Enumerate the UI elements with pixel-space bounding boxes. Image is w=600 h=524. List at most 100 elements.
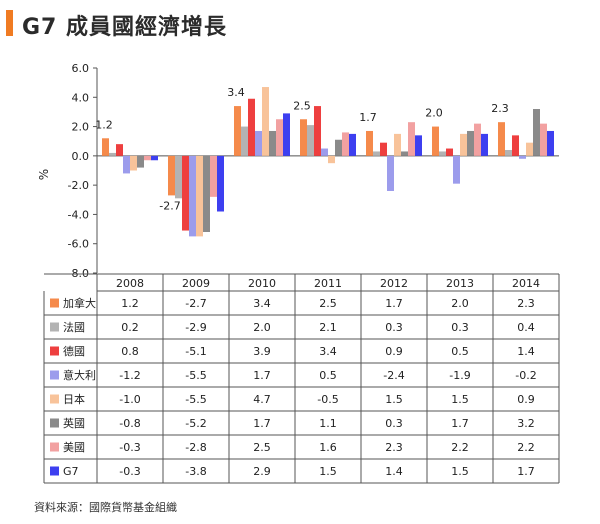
- table-cell: 1.5: [451, 465, 469, 478]
- bar-日本-2010: [262, 87, 269, 156]
- legend-swatch-意大利: [50, 370, 59, 380]
- y-axis-label: %: [37, 169, 51, 180]
- bar-法國-2009: [175, 155, 182, 199]
- bar-美國-2008: [144, 155, 151, 161]
- table-cell: 2.3: [385, 441, 403, 454]
- source-note: 資料來源：國際貨幣基金組織: [34, 501, 177, 514]
- bar-法國-2014: [505, 150, 512, 156]
- bar-annotation: 1.7: [359, 111, 377, 124]
- bar-意大利-2008: [123, 155, 130, 174]
- bar-日本-2008: [130, 155, 137, 171]
- table-cell: 1.2: [121, 297, 139, 310]
- table-cell: 2.5: [253, 441, 271, 454]
- bar-加拿大-2008: [102, 138, 109, 156]
- bar-英國-2012: [401, 151, 408, 156]
- bar-法國-2010: [241, 126, 248, 156]
- table-cell: -5.5: [185, 393, 206, 406]
- bar-加拿大-2014: [498, 122, 505, 156]
- table-cell: 0.5: [451, 345, 469, 358]
- table-cell: -1.0: [119, 393, 140, 406]
- bar-G7-2012: [415, 135, 422, 156]
- bar-意大利-2009: [189, 155, 196, 237]
- legend-label: 日本: [63, 392, 85, 406]
- bar-美國-2013: [474, 123, 481, 156]
- bar-annotation: 2.3: [491, 102, 509, 115]
- legend-label: 意大利: [63, 368, 96, 382]
- bar-annotation: 2.5: [293, 99, 311, 112]
- bar-英國-2011: [335, 139, 342, 156]
- table-cell: 1.4: [517, 345, 535, 358]
- table-cell: 2.5: [319, 297, 337, 310]
- bar-annotation: 3.4: [227, 86, 245, 99]
- table-cell: 1.6: [319, 441, 337, 454]
- bar-意大利-2010: [255, 130, 262, 156]
- table-cell: 2.0: [451, 297, 469, 310]
- bar-美國-2009: [210, 155, 217, 197]
- bar-美國-2011: [342, 132, 349, 156]
- bar-法國-2011: [307, 125, 314, 156]
- table-cell: 3.4: [253, 297, 271, 310]
- category-label: 2009: [182, 277, 210, 290]
- bar-英國-2010: [269, 130, 276, 156]
- bar-加拿大-2013: [432, 126, 439, 156]
- bar-日本-2013: [460, 133, 467, 156]
- table-cell: 1.7: [253, 417, 271, 430]
- table-cell: 2.0: [253, 321, 271, 334]
- bar-加拿大-2012: [366, 130, 373, 156]
- table-cell: 3.4: [319, 345, 337, 358]
- bar-日本-2014: [526, 142, 533, 156]
- table-cell: 1.5: [451, 393, 469, 406]
- page-title: G7 成員國經濟增長: [22, 15, 228, 40]
- bar-德國-2011: [314, 106, 321, 156]
- table-cell: -2.8: [185, 441, 206, 454]
- table-cell: -0.5: [317, 393, 338, 406]
- legend-swatch-美國: [50, 442, 59, 452]
- legend-label: 英國: [63, 416, 85, 430]
- bar-法國-2008: [109, 152, 116, 156]
- table-cell: 0.3: [385, 321, 403, 334]
- table-cell: 2.1: [319, 321, 337, 334]
- table-cell: 2.3: [517, 297, 535, 310]
- legend-swatch-G7: [50, 466, 59, 476]
- y-tick-label: -6.0: [68, 238, 89, 251]
- bar-日本-2012: [394, 133, 401, 156]
- bar-意大利-2012: [387, 155, 394, 191]
- table-cell: 1.5: [319, 465, 337, 478]
- bar-G7-2010: [283, 113, 290, 156]
- category-label: 2014: [512, 277, 540, 290]
- table-cell: 0.3: [451, 321, 469, 334]
- bar-加拿大-2010: [234, 106, 241, 156]
- table-cell: 0.9: [517, 393, 535, 406]
- bar-加拿大-2009: [168, 155, 175, 196]
- bar-意大利-2013: [453, 155, 460, 184]
- bar-日本-2009: [196, 155, 203, 237]
- bar-英國-2009: [203, 155, 210, 232]
- bar-G7-2011: [349, 133, 356, 156]
- bar-德國-2008: [116, 144, 123, 156]
- bar-德國-2010: [248, 98, 255, 156]
- bar-意大利-2014: [519, 155, 526, 159]
- table-cell: 1.5: [385, 393, 403, 406]
- y-tick-label: 6.0: [72, 62, 90, 75]
- table-cell: 1.7: [517, 465, 535, 478]
- category-label: 2013: [446, 277, 474, 290]
- bar-G7-2009: [217, 155, 224, 212]
- table-cell: 0.4: [517, 321, 535, 334]
- bar-美國-2012: [408, 122, 415, 156]
- y-tick-label: 0.0: [72, 150, 90, 163]
- table-cell: 1.1: [319, 417, 337, 430]
- bar-G7-2008: [151, 155, 158, 161]
- table-cell: -5.1: [185, 345, 206, 358]
- table-cell: -1.2: [119, 369, 140, 382]
- bar-G7-2013: [481, 133, 488, 156]
- table-cell: 0.9: [385, 345, 403, 358]
- legend-swatch-日本: [50, 394, 59, 404]
- table-cell: -2.7: [185, 297, 206, 310]
- bar-德國-2009: [182, 155, 189, 231]
- legend-swatch-加拿大: [50, 298, 59, 308]
- y-tick-label: 2.0: [72, 121, 90, 134]
- table-cell: 1.7: [451, 417, 469, 430]
- table-cell: 0.2: [121, 321, 139, 334]
- legend-swatch-德國: [50, 346, 59, 356]
- bar-英國-2014: [533, 109, 540, 156]
